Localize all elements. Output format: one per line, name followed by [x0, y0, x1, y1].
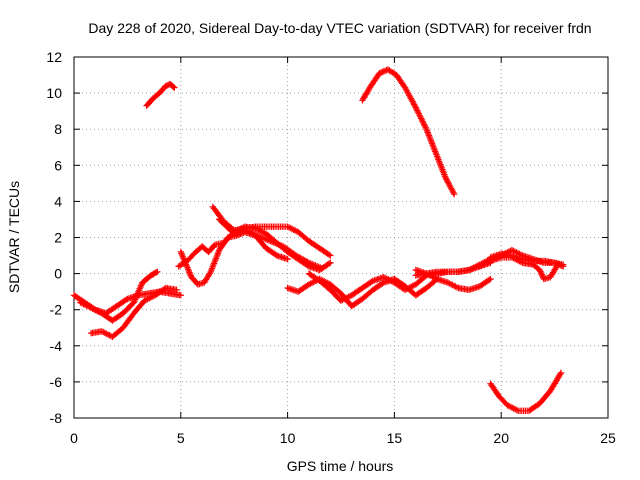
- series-arc-b: [77, 268, 161, 324]
- series-arc-g: [216, 216, 325, 272]
- series-markers: [209, 203, 334, 259]
- series-markers: [143, 80, 178, 109]
- y-tick-label: 0: [54, 266, 62, 282]
- series-markers: [87, 284, 180, 340]
- x-tick-label: 25: [600, 430, 616, 446]
- y-tick-label: -6: [50, 374, 63, 390]
- x-tick-label: 15: [387, 430, 403, 446]
- y-axis-label: SDTVAR / TECUs: [6, 181, 22, 293]
- y-tick-label: 8: [54, 121, 62, 137]
- y-tick-label: 10: [46, 85, 62, 101]
- series-arc-low: [487, 369, 565, 414]
- series-markers: [77, 268, 161, 324]
- series-markers: [359, 66, 458, 198]
- x-axis-ticks: 0 5 10 15 20 25: [70, 57, 616, 446]
- y-axis-ticks: -8 -6 -4 -2 0 2 4 6 8 10 12: [46, 49, 608, 426]
- x-tick-label: 20: [493, 430, 509, 446]
- x-axis-label: GPS time / hours: [287, 458, 394, 474]
- series-arc-c: [87, 284, 180, 340]
- series-markers: [487, 369, 565, 414]
- chart-title: Day 228 of 2020, Sidereal Day-to-day VTE…: [88, 20, 591, 36]
- series-arc-m: [487, 250, 567, 268]
- series-markers: [487, 250, 567, 268]
- y-tick-label: 4: [54, 193, 62, 209]
- data-points: [70, 66, 567, 414]
- series-markers: [216, 216, 325, 272]
- y-tick-label: -2: [50, 302, 63, 318]
- series-arc-peak: [359, 66, 458, 198]
- y-tick-label: -4: [50, 338, 63, 354]
- x-tick-label: 10: [280, 430, 296, 446]
- grid: [74, 57, 608, 418]
- series-arc-early-high: [143, 80, 178, 109]
- y-tick-label: 2: [54, 230, 62, 246]
- y-tick-label: 6: [54, 157, 62, 173]
- series-arc-f: [209, 203, 334, 259]
- y-tick-label: -8: [50, 410, 63, 426]
- y-tick-label: 12: [46, 49, 62, 65]
- x-tick-label: 0: [70, 430, 78, 446]
- x-tick-label: 5: [177, 430, 185, 446]
